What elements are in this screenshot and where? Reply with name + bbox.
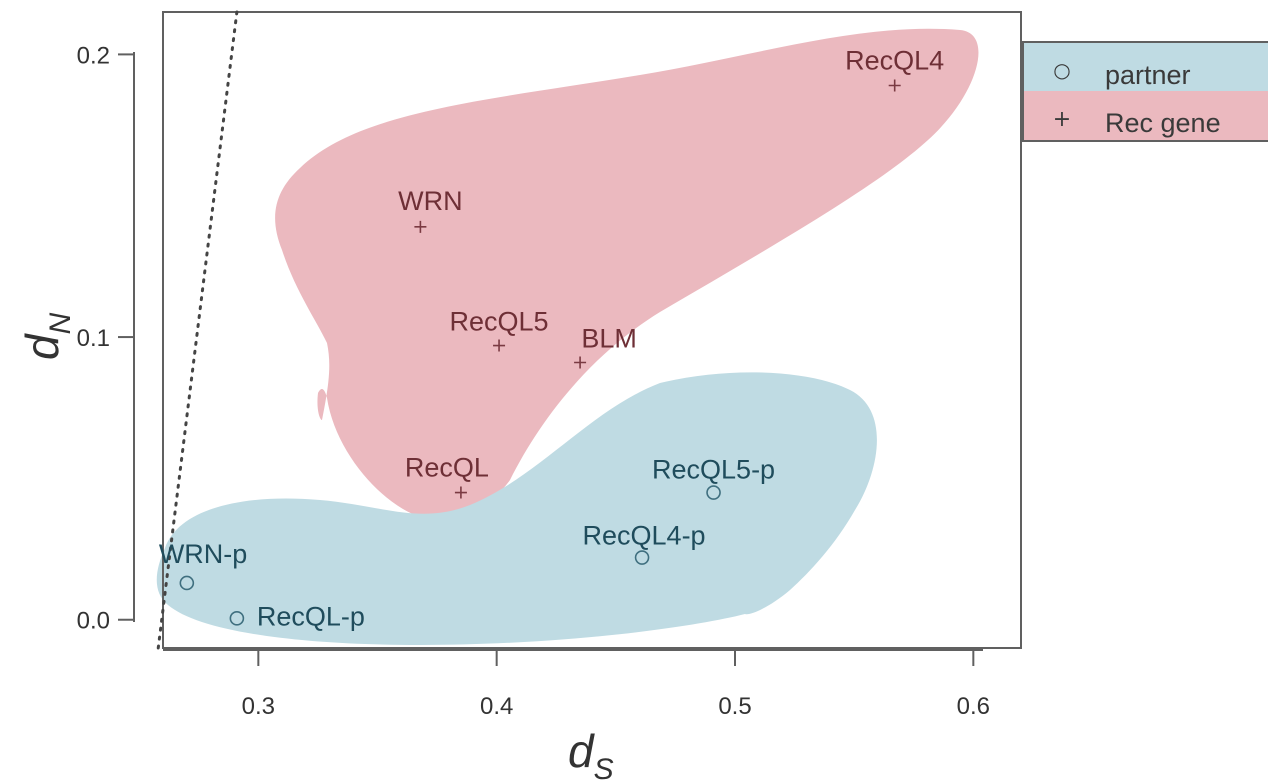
y-axis-ticks: 0.0 0.1 0.2 [77, 42, 134, 634]
point-label-recql5: RecQL5 [450, 307, 549, 337]
y-tick-label: 0.2 [77, 42, 110, 69]
x-tick-label: 0.4 [480, 693, 513, 720]
point-label-recql-p: RecQL-p [257, 601, 365, 631]
point-label-blm: BLM [581, 324, 637, 354]
legend-rec-gene-label: Rec gene [1105, 108, 1221, 138]
x-tick-label: 0.5 [718, 693, 751, 720]
x-tick-label: 0.3 [242, 693, 275, 720]
legend-partner-label: partner [1105, 60, 1191, 90]
legend: ○ partner + Rec gene [1023, 42, 1268, 141]
point-label-recql: RecQL [405, 453, 489, 483]
legend-partner-symbol: ○ [1053, 58, 1070, 82]
x-axis-ticks: 0.3 0.4 0.5 0.6 [242, 650, 990, 720]
y-tick-label: 0.0 [77, 608, 110, 635]
x-axis-title: dS [568, 725, 614, 783]
point-label-recql4: RecQL4 [845, 45, 944, 75]
y-tick-label: 0.1 [77, 325, 110, 352]
point-label-wrn-p: WRN-p [159, 539, 248, 569]
point-label-wrn: WRN [398, 186, 462, 216]
point-label-recql4-p: RecQL4-p [583, 521, 706, 551]
y-axis-title: dN [16, 312, 77, 360]
point-label-recql5-p: RecQL5-p [652, 455, 775, 485]
x-tick-label: 0.6 [957, 693, 990, 720]
legend-rec-gene-symbol: + [1053, 107, 1071, 132]
